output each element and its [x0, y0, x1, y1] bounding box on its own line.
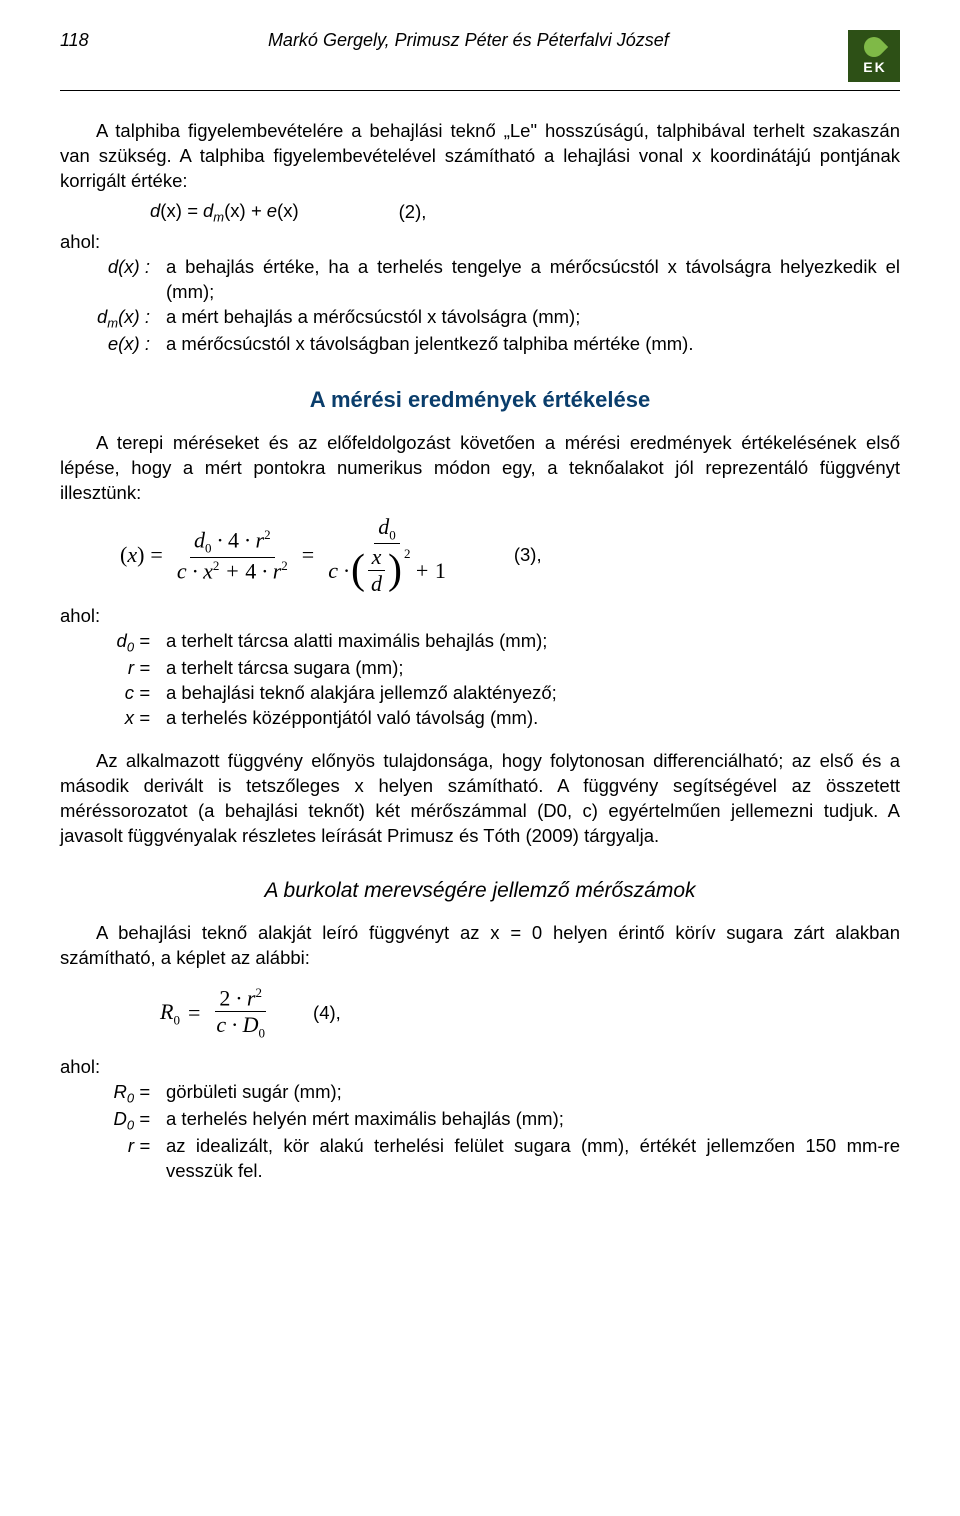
def-row: d0 = a terhelt tárcsa alatti maximális b… [60, 629, 900, 656]
def-term-x: x = [60, 706, 166, 731]
def-desc: a terhelt tárcsa alatti maximális behajl… [166, 629, 900, 656]
page-container: 118 Markó Gergely, Primusz Péter és Péte… [0, 0, 960, 1224]
def-row: r = az idealizált, kör alakú terhelési f… [60, 1134, 900, 1184]
header-divider [60, 90, 900, 91]
def-row: D0 = a terhelés helyén mért maximális be… [60, 1107, 900, 1134]
def-desc: a behajlási teknő alakjára jellemző alak… [166, 681, 900, 706]
ahol-label-3: ahol: [60, 1056, 900, 1078]
equation-2: d(x) = dm(x) + e(x) (2), [150, 200, 900, 225]
section-title-eval: A mérési eredmények értékelése [60, 387, 900, 413]
def-term-c: c = [60, 681, 166, 706]
leaf-icon [860, 33, 888, 61]
logo-letter-k: K [875, 59, 885, 75]
eq2-formula: d(x) = dm(x) + e(x) [150, 200, 299, 225]
section2-paragraph: A behajlási teknő alakját leíró függvény… [60, 921, 900, 971]
def-row: r = a terhelt tárcsa sugara (mm); [60, 656, 900, 681]
def-term-d0-cap: D0 = [60, 1107, 166, 1134]
authors-line: Markó Gergely, Primusz Péter és Péterfal… [89, 30, 848, 51]
def-term-d0: d0 = [60, 629, 166, 656]
page-header: 118 Markó Gergely, Primusz Péter és Péte… [60, 30, 900, 82]
def-desc: a behajlás értéke, ha a terhelés tengely… [166, 255, 900, 305]
ahol-label-1: ahol: [60, 231, 900, 253]
publisher-logo: E K [848, 30, 900, 82]
equation-3: (x) = d0 · 4 · r2 c · x2 + 4 · r2 = d0 c… [120, 514, 900, 597]
ahol-label-2: ahol: [60, 605, 900, 627]
def-row: dm(x) : a mért behajlás a mérőcsúcstól x… [60, 305, 900, 332]
page-number: 118 [60, 30, 89, 51]
section1-paragraph: A terepi méréseket és az előfeldolgozást… [60, 431, 900, 506]
logo-letters: E K [863, 59, 884, 75]
def-row: x = a terhelés középpontjától való távol… [60, 706, 900, 731]
section-title-stiffness: A burkolat merevségére jellemző mérőszám… [60, 879, 900, 903]
def-desc: a mért behajlás a mérőcsúcstól x távolsá… [166, 305, 900, 332]
def-term-r2: r = [60, 1134, 166, 1184]
def-row: e(x) : a mérőcsúcstól x távolságban jele… [60, 332, 900, 357]
logo-letter-e: E [863, 59, 872, 75]
eq2-number: (2), [399, 201, 427, 223]
def-term-ex: e(x) : [60, 332, 166, 357]
equation-4: R0 = 2 · r2 c · D0 (4), [160, 985, 900, 1042]
definitions-eq4: R0 = görbületi sugár (mm); D0 = a terhel… [60, 1080, 900, 1184]
definitions-eq2: d(x) : a behajlás értéke, ha a terhelés … [60, 255, 900, 357]
intro-paragraph: A talphiba figyelembevételére a behajlás… [60, 119, 900, 194]
definitions-eq3: d0 = a terhelt tárcsa alatti maximális b… [60, 629, 900, 731]
def-desc: az idealizált, kör alakú terhelési felül… [166, 1134, 900, 1184]
def-term-r: r = [60, 656, 166, 681]
eq3-number: (3), [514, 544, 542, 566]
paragraph-function-props: Az alkalmazott függvény előnyös tulajdon… [60, 749, 900, 849]
def-row: R0 = görbületi sugár (mm); [60, 1080, 900, 1107]
def-desc: a mérőcsúcstól x távolságban jelentkező … [166, 332, 900, 357]
def-term-r0-cap: R0 = [60, 1080, 166, 1107]
def-row: d(x) : a behajlás értéke, ha a terhelés … [60, 255, 900, 305]
eq4-number: (4), [313, 1002, 341, 1024]
def-desc: a terhelés középpontjától való távolság … [166, 706, 900, 731]
def-desc: a terhelt tárcsa sugara (mm); [166, 656, 900, 681]
def-term-dmx: dm(x) : [60, 305, 166, 332]
def-desc: görbületi sugár (mm); [166, 1080, 900, 1107]
def-desc: a terhelés helyén mért maximális behajlá… [166, 1107, 900, 1134]
def-term-dx: d(x) : [60, 255, 166, 305]
def-row: c = a behajlási teknő alakjára jellemző … [60, 681, 900, 706]
